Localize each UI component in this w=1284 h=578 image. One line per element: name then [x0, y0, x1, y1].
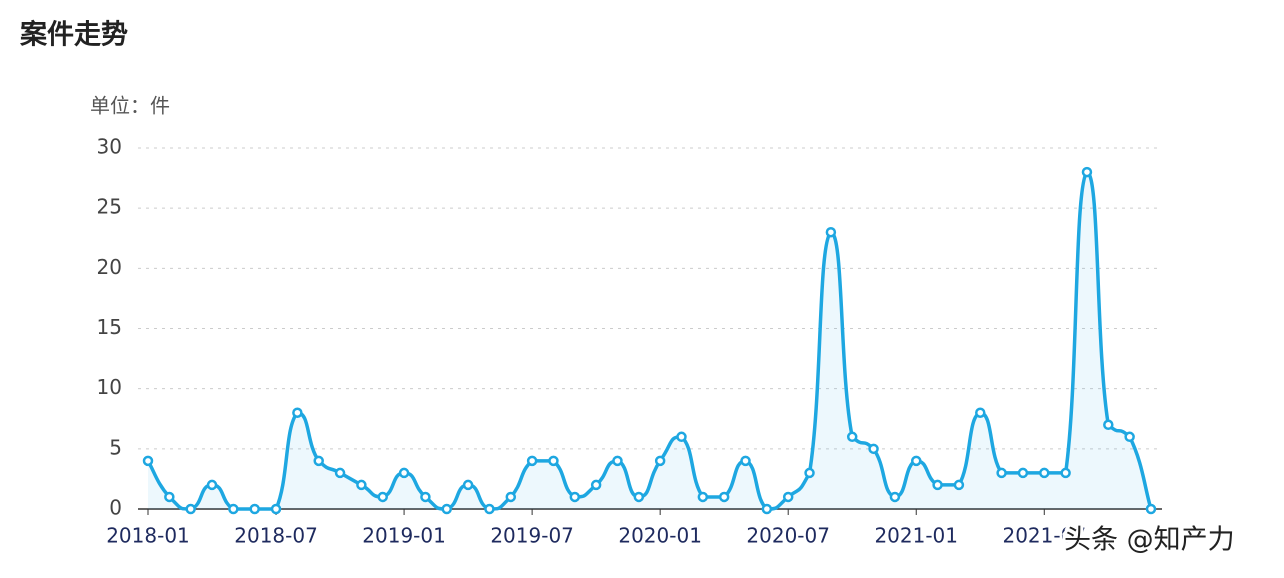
- y-unit-label: 单位：件: [90, 94, 170, 118]
- x-tick-label: 2020-01: [618, 524, 702, 548]
- y-tick-label: 10: [97, 375, 122, 399]
- point: [484, 503, 495, 515]
- area: [148, 172, 1151, 510]
- watermark: 头条 @知产力: [1064, 525, 1235, 556]
- point: [1081, 166, 1093, 178]
- point: [740, 455, 751, 467]
- point: [1039, 467, 1050, 479]
- point: [569, 491, 581, 503]
- point: [249, 503, 260, 515]
- point: [356, 479, 367, 491]
- point: [996, 467, 1007, 479]
- point: [270, 503, 282, 515]
- x-tick-label: 2018-07: [234, 524, 318, 548]
- point: [548, 455, 559, 467]
- x-tick-label: 2021-01: [874, 524, 958, 548]
- point: [142, 455, 154, 467]
- x-tick-label: 2018-01: [106, 524, 190, 548]
- point: [292, 407, 303, 418]
- point: [377, 491, 388, 503]
- y-tick-label: 15: [97, 315, 122, 339]
- point: [846, 431, 858, 443]
- point: [1145, 503, 1157, 515]
- point: [804, 467, 815, 479]
- point: [164, 491, 175, 503]
- x-tick-label: 2019-07: [490, 524, 574, 548]
- point: [868, 443, 879, 455]
- point: [398, 467, 410, 479]
- watermark-text: 头条 @知产力: [1064, 525, 1235, 556]
- point: [633, 491, 645, 503]
- chart-title: 案件走势: [19, 19, 128, 51]
- point: [441, 503, 453, 515]
- point: [932, 479, 943, 491]
- point: [761, 503, 773, 515]
- point: [420, 491, 431, 503]
- point: [334, 467, 346, 479]
- point: [1124, 431, 1135, 443]
- point: [825, 226, 837, 238]
- y-tick-label: 0: [109, 496, 122, 520]
- y-tick-label: 30: [97, 135, 122, 159]
- point: [975, 407, 986, 418]
- point: [185, 503, 196, 515]
- point: [228, 503, 239, 515]
- x-tick-label: 2021-07: [1002, 524, 1086, 548]
- point: [590, 479, 602, 491]
- y-tick-label: 20: [97, 255, 122, 279]
- y-tick-label: 25: [97, 195, 122, 219]
- y-tick-label: 5: [109, 435, 122, 459]
- point: [654, 455, 666, 467]
- point: [462, 479, 474, 491]
- point: [889, 491, 901, 503]
- point: [526, 455, 538, 467]
- point: [313, 455, 324, 467]
- point: [782, 491, 794, 503]
- point: [505, 491, 517, 503]
- point: [718, 491, 730, 503]
- point: [1103, 419, 1114, 431]
- point: [910, 455, 922, 467]
- point: [697, 491, 709, 503]
- x-tick-label: 2019-01: [362, 524, 446, 548]
- point: [676, 431, 687, 443]
- point: [612, 455, 623, 467]
- x-tick-label: 2020-07: [746, 524, 830, 548]
- point: [1017, 467, 1029, 479]
- point: [953, 479, 965, 491]
- point: [1060, 467, 1071, 479]
- point: [206, 479, 218, 491]
